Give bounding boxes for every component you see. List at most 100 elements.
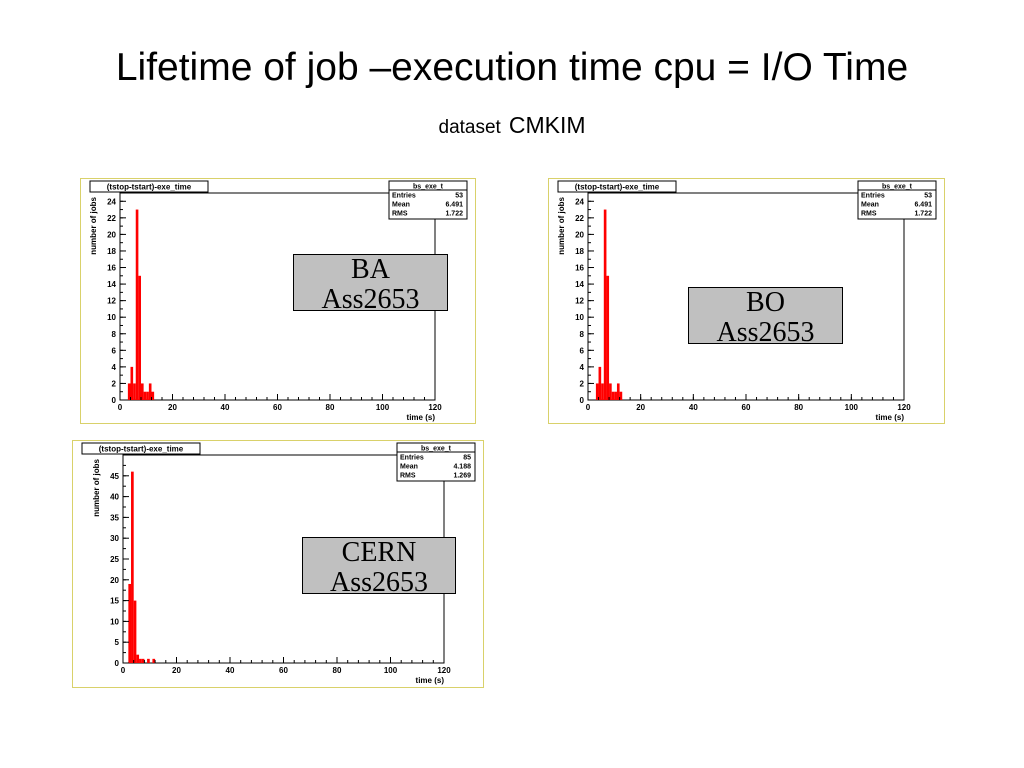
y-axis-label: number of jobs [557,196,566,254]
x-axis-label: time (s) [416,676,445,685]
x-tick-label: 80 [326,403,335,412]
y-tick-label: 18 [107,247,116,256]
histogram-bar [141,658,145,663]
y-tick-label: 14 [575,280,584,289]
site-assignment: Ass2653 [329,567,428,598]
histogram-title: (tstop-tstart)-exe_time [99,445,184,454]
dataset-line: dataset CMKIM [0,112,1024,139]
y-tick-label: 12 [575,297,584,306]
y-tick-label: 16 [575,264,584,273]
stats-box [388,180,468,220]
histogram-bar [603,209,607,400]
x-tick-label: 120 [897,403,911,412]
histogram-bar [147,658,150,663]
stats-value: 6.491 [445,202,463,209]
y-tick-label: 10 [107,313,116,322]
stats-value: 4.188 [453,464,471,471]
stats-value: 6.491 [914,202,932,209]
y-axis-label: number of jobs [92,458,101,516]
stats-box [396,442,476,482]
x-tick-label: 120 [437,666,451,675]
histogram-bar [152,658,156,663]
histogram-bar [133,600,137,663]
stats-value: 1.269 [453,473,471,480]
histogram-bar [609,383,612,400]
y-tick-label: 0 [115,659,120,668]
histogram-bar [141,383,144,400]
x-tick-label: 80 [333,666,342,675]
histogram-bar [616,383,620,400]
x-tick-label: 120 [428,403,442,412]
y-tick-label: 4 [112,363,117,372]
x-tick-label: 40 [689,403,698,412]
x-axis-label: time (s) [876,413,905,422]
stats-label: Mean [392,202,410,209]
stats-label: Entries [861,193,885,200]
site-name: CERN [341,537,417,568]
histogram-bar [133,383,136,400]
site-label-box: BA Ass2653 [293,254,448,315]
x-axis-label: time (s) [407,413,436,422]
site-label-box: BO Ass2653 [688,287,843,348]
histogram-title: (tstop-tstart)-exe_time [575,183,660,192]
x-tick-label: 60 [742,403,751,412]
site-name: BA [351,254,390,285]
x-tick-label: 0 [586,403,591,412]
y-tick-label: 6 [112,346,117,355]
stats-label: RMS [861,211,877,218]
histogram-bar [136,654,140,663]
histogram-bar [606,275,610,400]
histogram-bar [146,391,149,400]
histogram-title-box [81,442,201,455]
y-tick-label: 20 [110,576,119,585]
stats-value: 1.722 [914,211,932,218]
histogram-bar [611,391,615,400]
stats-label: Mean [861,202,879,209]
histogram-bar [138,275,141,400]
y-tick-label: 25 [110,555,119,564]
histogram-bar [619,391,623,400]
dataset-value: CMKIM [508,112,586,138]
x-tick-label: 0 [118,403,123,412]
site-assignment: Ass2653 [716,317,815,348]
y-tick-label: 8 [580,330,585,339]
x-tick-label: 60 [273,403,282,412]
y-tick-label: 6 [580,346,585,355]
histogram-bar [614,391,617,400]
histogram-bar [148,383,152,400]
y-tick-label: 20 [107,230,116,239]
histogram-bar [127,383,131,400]
x-tick-label: 40 [221,403,230,412]
site-label-box: CERN Ass2653 [302,537,456,598]
histogram-bar [598,366,602,400]
stats-box-title: bs_exe_t [413,184,444,191]
stats-label: Mean [400,464,418,471]
y-tick-label: 10 [110,617,119,626]
stats-value: 85 [463,455,471,462]
stats-label: Entries [400,455,424,462]
histogram-bar [601,383,604,400]
stats-box-title: bs_exe_t [882,184,913,191]
x-tick-label: 20 [172,666,181,675]
x-tick-label: 60 [279,666,288,675]
y-tick-label: 16 [107,264,116,273]
y-tick-label: 5 [115,638,120,647]
y-tick-label: 10 [575,313,584,322]
y-tick-label: 12 [107,297,116,306]
stats-label: RMS [392,211,408,218]
x-tick-label: 0 [121,666,126,675]
y-tick-label: 24 [575,197,584,206]
histogram-bar [131,471,134,663]
y-tick-label: 22 [107,214,116,223]
histogram-title-box [557,180,677,193]
y-tick-label: 30 [110,534,119,543]
stats-value: 53 [924,193,932,200]
histogram-title: (tstop-tstart)-exe_time [107,183,192,192]
histogram-bar [143,391,147,400]
y-tick-label: 15 [110,597,119,606]
y-axis-label: number of jobs [89,196,98,254]
site-assignment: Ass2653 [321,284,420,315]
y-tick-label: 14 [107,280,116,289]
x-tick-label: 20 [636,403,645,412]
histogram-bar [151,391,155,400]
